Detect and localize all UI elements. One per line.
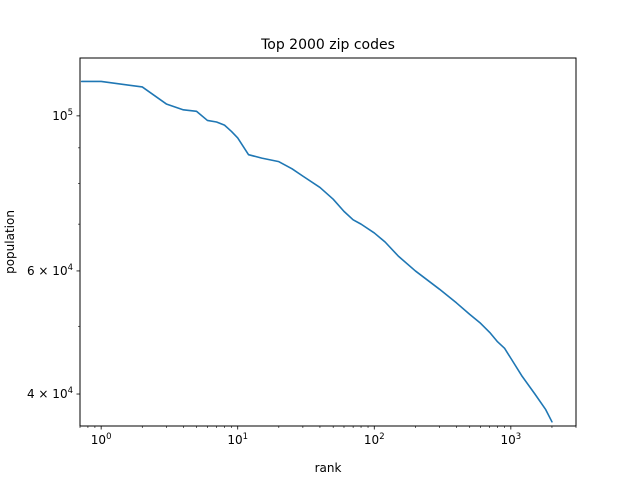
- x-axis-label: rank: [315, 461, 342, 475]
- axes-frame: [79, 57, 577, 427]
- y-tick-exponent-2: 5: [68, 108, 73, 118]
- series-line-0: [80, 80, 553, 423]
- plot-area: [80, 80, 553, 423]
- y-tick-label-1: 6 × 104: [27, 263, 73, 278]
- y-axis-label: population: [3, 210, 17, 274]
- y-tick-label-0: 4 × 104: [27, 386, 73, 401]
- x-tick-exponent-3: 3: [516, 432, 521, 442]
- y-tick-exponent-0: 4: [68, 386, 73, 396]
- x-tick-exponent-2: 2: [379, 432, 384, 442]
- x-tick-exponent-1: 1: [243, 432, 248, 442]
- x-tick-exponent-0: 0: [106, 432, 111, 442]
- y-tick-exponent-1: 4: [68, 263, 73, 273]
- chart-title: Top 2000 zip codes: [260, 37, 395, 53]
